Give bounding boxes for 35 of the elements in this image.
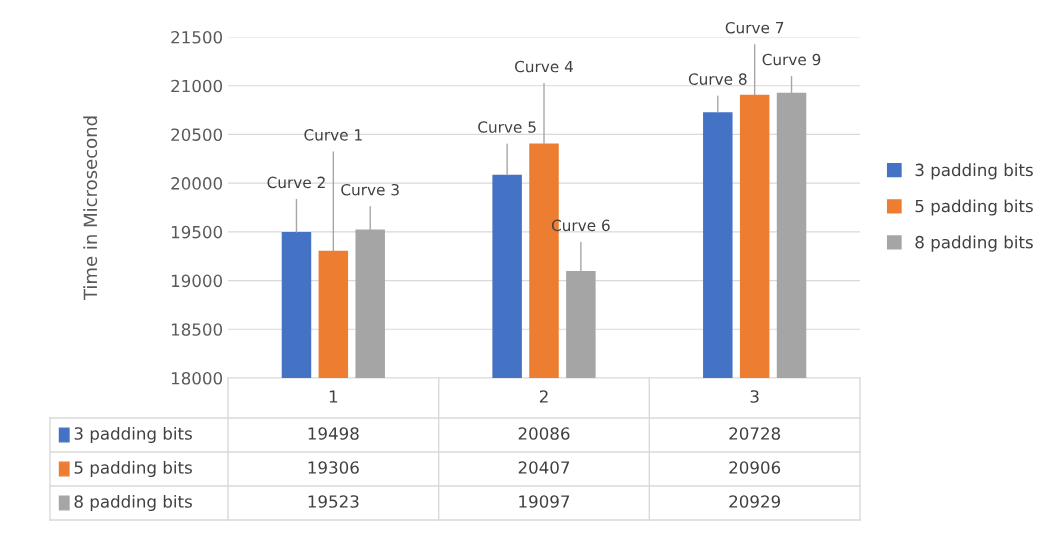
data-label: 19097 bbox=[519, 495, 570, 508]
y-tick-label: 19500 bbox=[171, 225, 223, 239]
y-tick-label: 18500 bbox=[171, 323, 223, 336]
legend-label: 3 padding bits bbox=[74, 426, 192, 444]
data-label: 19523 bbox=[308, 495, 359, 508]
annotation: Curve 1 bbox=[304, 129, 362, 141]
x-tick-label: 2 bbox=[539, 390, 548, 403]
annotation: Curve 5 bbox=[478, 121, 536, 133]
y-tick-label: 20000 bbox=[171, 177, 223, 190]
x-tick-label: 1 bbox=[329, 390, 338, 403]
text: 3 padding bits bbox=[915, 163, 1033, 180]
x-tick-label: 3 bbox=[750, 390, 759, 403]
y-tick-label: 21500 bbox=[171, 30, 223, 44]
y-axis-title: Time in Microsecond bbox=[83, 116, 98, 301]
legend-label: 5 padding bits bbox=[915, 199, 1033, 216]
annotation: Curve 3 bbox=[341, 183, 399, 196]
y-tick-label: 19000 bbox=[171, 274, 223, 288]
annotation: Curve 9 bbox=[762, 53, 821, 66]
annotation: Curve 8 bbox=[688, 73, 747, 85]
text: 5 padding bits bbox=[74, 460, 192, 478]
data-label: 20407 bbox=[518, 461, 570, 474]
data-label: 20906 bbox=[729, 461, 781, 474]
legend-label: 8 padding bits bbox=[915, 235, 1033, 252]
text: 8 padding bits bbox=[74, 494, 192, 512]
y-tick-label: 18000 bbox=[171, 371, 223, 385]
data-label: 20086 bbox=[518, 427, 570, 440]
y-tick-label: 20500 bbox=[171, 128, 223, 141]
annotation: Curve 4 bbox=[515, 60, 573, 73]
data-label: 20728 bbox=[729, 427, 781, 440]
annotation: Curve 7 bbox=[725, 21, 784, 34]
data-label: 20929 bbox=[729, 495, 780, 508]
data-label: 19498 bbox=[308, 427, 359, 440]
annotation: Curve 2 bbox=[267, 176, 325, 189]
y-tick-label: 21000 bbox=[171, 79, 223, 93]
data-label: 19306 bbox=[308, 461, 359, 474]
